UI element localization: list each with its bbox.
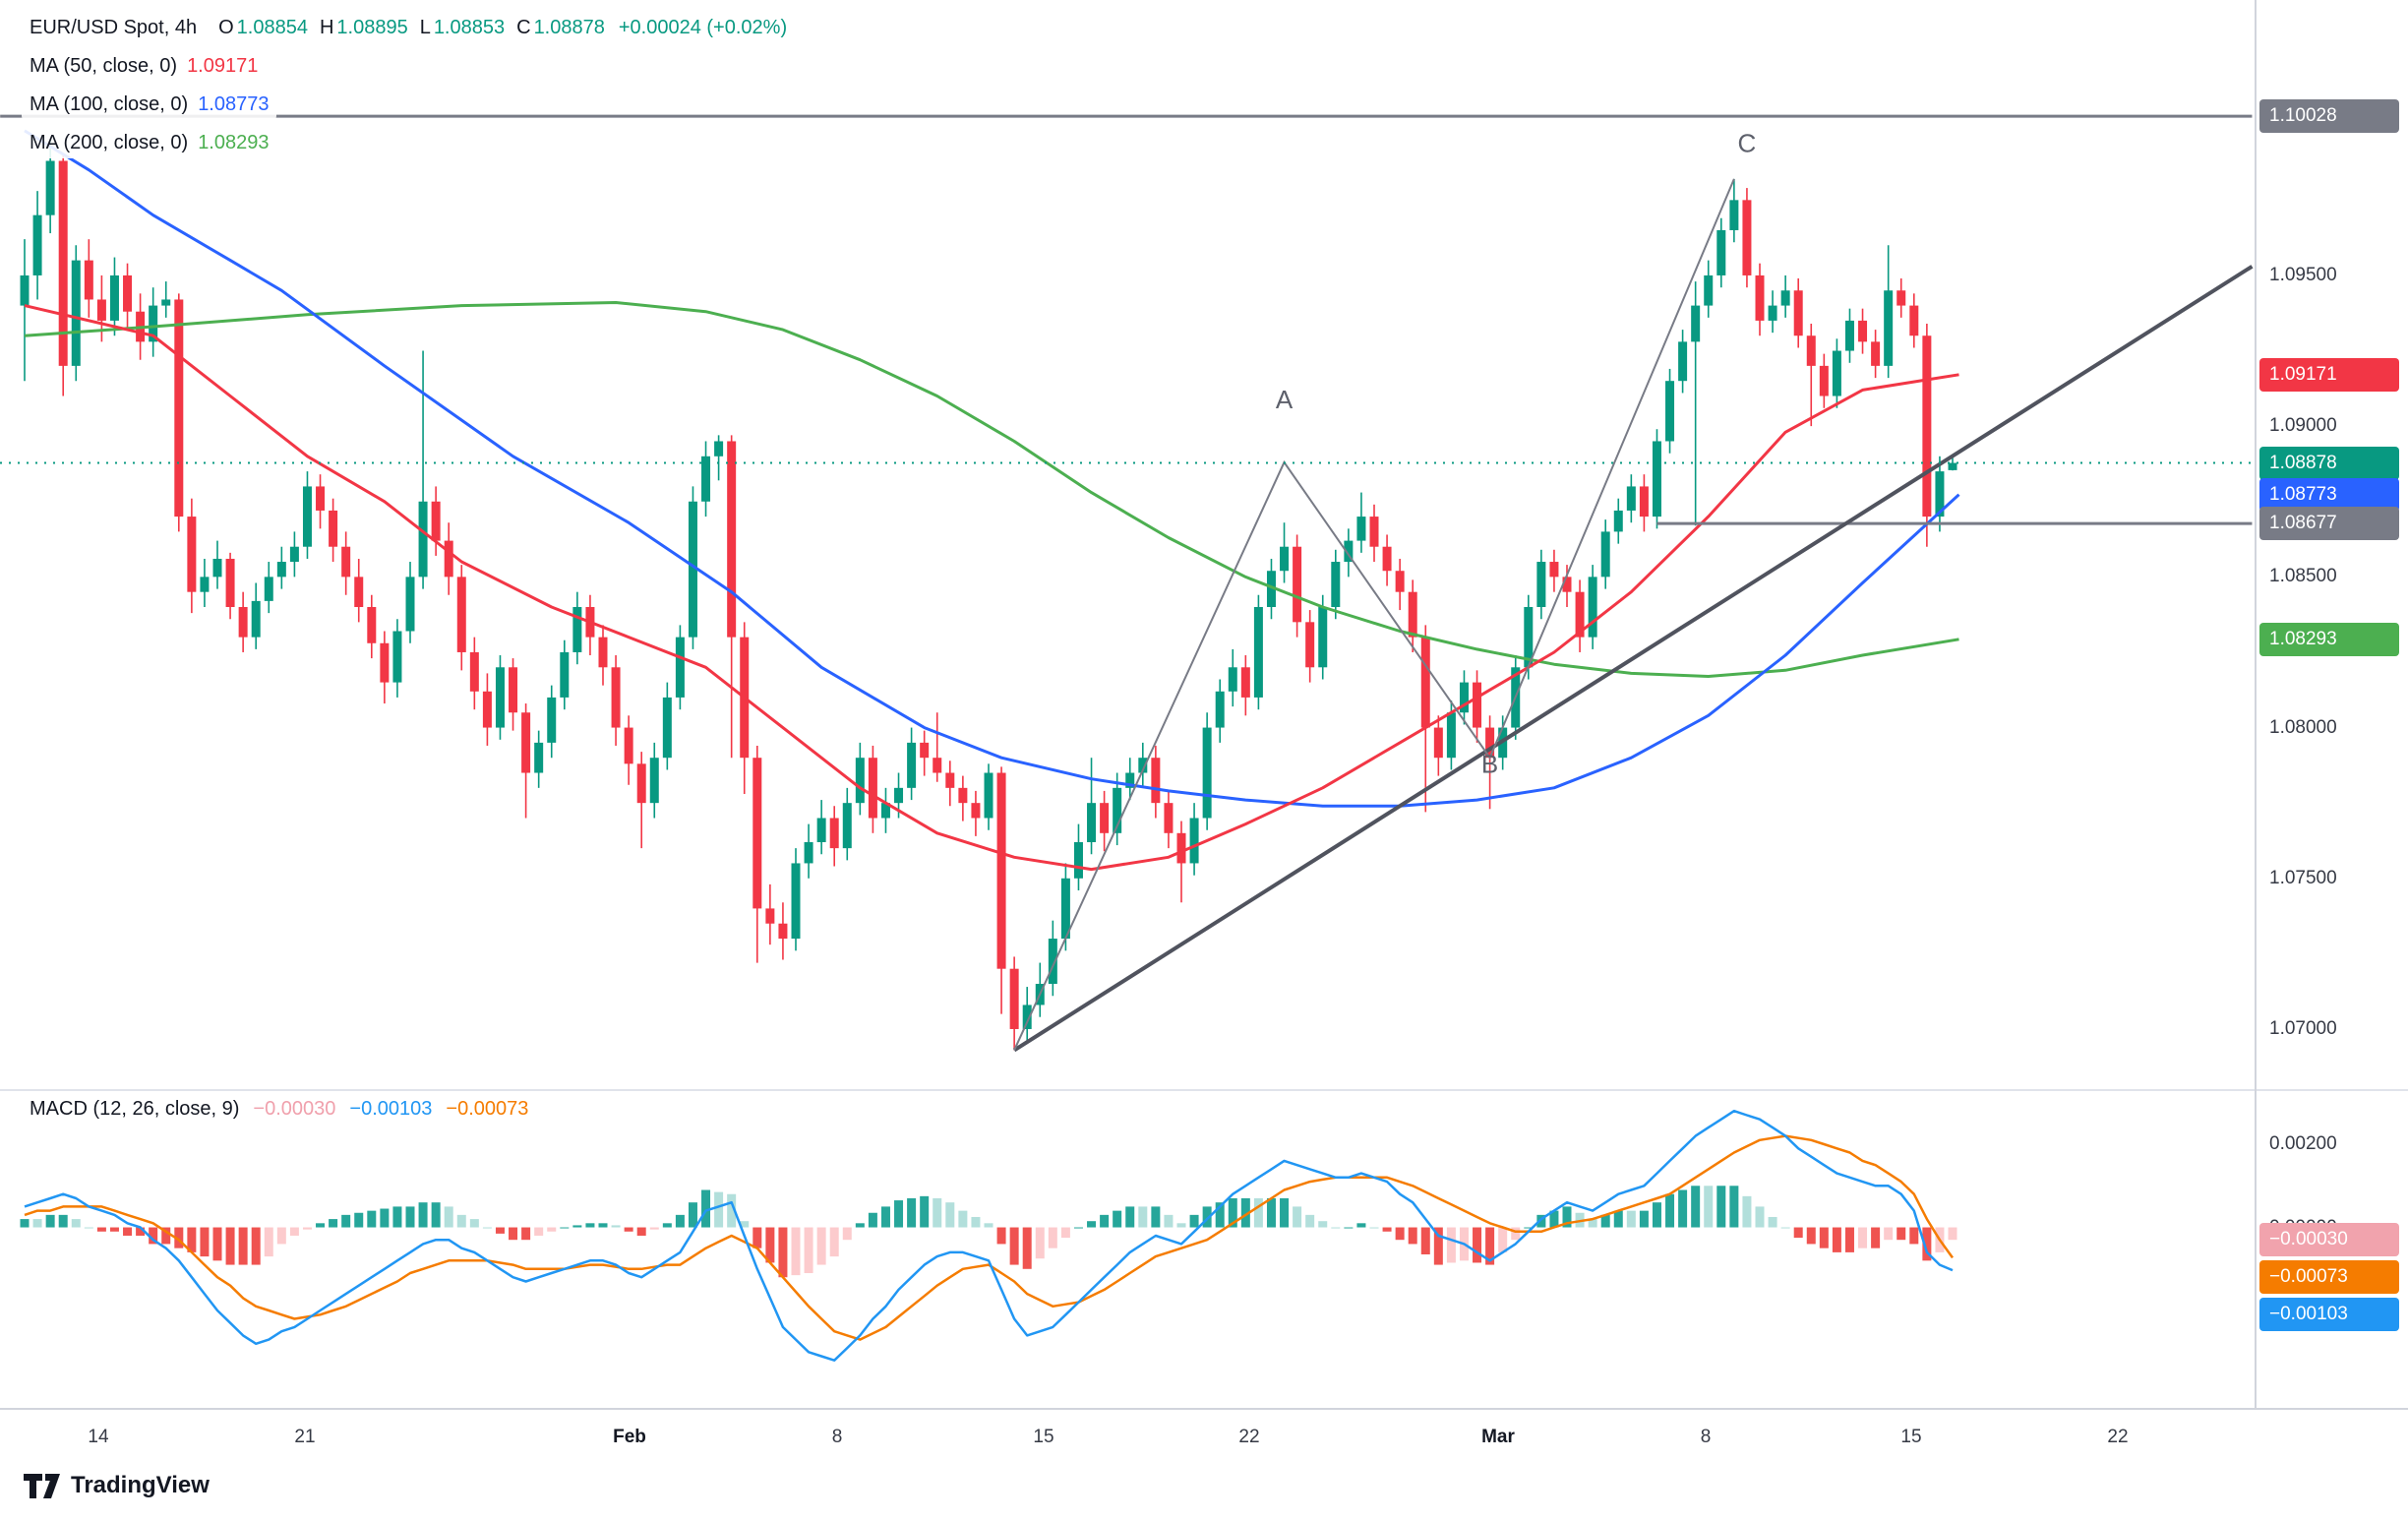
low-value: 1.08853: [433, 17, 506, 38]
macd-badge-−0.00073: −0.00073: [2259, 1260, 2399, 1295]
price-badge-1.09171: 1.09171: [2259, 357, 2399, 392]
price-tick-1.09000: 1.09000: [2269, 415, 2337, 437]
brand-text: TradingView: [71, 1472, 210, 1498]
ma50-legend-row[interactable]: MA (50, close, 0) 1.09171: [22, 50, 267, 82]
time-tick-22: 22: [1238, 1427, 1260, 1447]
high-value: 1.08895: [336, 17, 408, 38]
price-badge-1.10028: 1.10028: [2259, 99, 2399, 134]
candles-layer[interactable]: [20, 140, 1957, 1051]
time-tick-14: 14: [88, 1427, 109, 1447]
macd-legend-row[interactable]: MACD (12, 26, close, 9) −0.00030 −0.0010…: [22, 1094, 537, 1125]
macd-badge-−0.00103: −0.00103: [2259, 1298, 2399, 1332]
price-tick-1.08500: 1.08500: [2269, 566, 2337, 587]
tradingview-logo-icon: [24, 1473, 60, 1498]
time-tick-15: 15: [1900, 1427, 1922, 1447]
macd-line-value: −0.00103: [349, 1098, 433, 1120]
ma100-legend-row[interactable]: MA (100, close, 0) 1.08773: [22, 89, 277, 120]
close-label: C: [516, 17, 531, 38]
annotation-label-A[interactable]: A: [1276, 385, 1294, 414]
macd-tick-0.00200: 0.00200: [2269, 1133, 2337, 1155]
ma50-value: 1.09171: [187, 55, 259, 77]
low-label: L: [419, 17, 431, 38]
time-tick-Mar: Mar: [1481, 1427, 1515, 1447]
annotation-label-C[interactable]: C: [1738, 128, 1757, 157]
macd-signal-value: −0.00073: [446, 1098, 529, 1120]
ma200-label: MA (200, close, 0): [30, 132, 189, 153]
macd-signal-line[interactable]: [24, 1134, 1955, 1341]
close-value: 1.08878: [533, 17, 605, 38]
annotation-label-B[interactable]: B: [1481, 750, 1498, 779]
time-axis[interactable]: 14 21 Feb 8 15 22 Mar 8 15 22: [0, 1409, 2408, 1478]
macd-badge-−0.00030: −0.00030: [2259, 1223, 2399, 1257]
time-tick-22: 22: [2107, 1427, 2129, 1447]
change-value: +0.00024 (+0.02%): [618, 17, 788, 38]
macd-histogram[interactable]: [20, 1186, 1957, 1278]
high-label: H: [319, 17, 334, 38]
price-tick-1.09500: 1.09500: [2269, 264, 2337, 285]
time-tick-Feb: Feb: [613, 1427, 646, 1447]
ma200-legend-row[interactable]: MA (200, close, 0) 1.08293: [22, 127, 277, 158]
price-badge-1.08773: 1.08773: [2259, 477, 2399, 512]
macd-hist-value: −0.00030: [253, 1098, 336, 1120]
time-tick-8: 8: [831, 1427, 843, 1447]
ma200-line[interactable]: [24, 301, 1959, 678]
macd-line[interactable]: [24, 1109, 1954, 1362]
symbol-title[interactable]: EUR/USD Spot, 4h: [30, 17, 198, 38]
time-tick-21: 21: [294, 1427, 316, 1447]
time-tick-15: 15: [1033, 1427, 1054, 1447]
symbol-row[interactable]: EUR/USD Spot, 4h O 1.08854 H 1.08895 L 1.08…: [22, 12, 796, 43]
time-tick-8: 8: [1700, 1427, 1712, 1447]
ma200-value: 1.08293: [198, 132, 270, 153]
ma100-label: MA (100, close, 0): [30, 93, 189, 115]
ma50-line[interactable]: [24, 304, 1959, 872]
macd-label: MACD (12, 26, close, 9): [30, 1098, 240, 1120]
price-tick-1.08000: 1.08000: [2269, 716, 2337, 738]
price-tick-1.07000: 1.07000: [2269, 1017, 2337, 1039]
open-label: O: [218, 17, 234, 38]
price-tick-1.07500: 1.07500: [2269, 867, 2337, 888]
price-badge-1.08878: 1.08878: [2259, 446, 2399, 480]
ma100-value: 1.08773: [198, 93, 270, 115]
tradingview-brand[interactable]: TradingView: [24, 1472, 210, 1499]
open-value: 1.08854: [236, 17, 308, 38]
ma100-line[interactable]: [24, 129, 1960, 808]
abc-zigzag-line[interactable]: [1013, 178, 1735, 1051]
ascending-trend-line[interactable]: [1013, 265, 2254, 1053]
price-axis[interactable]: 1.09500 1.09000 1.08500 1.08000 1.07500 1.070…: [2257, 0, 2408, 1409]
price-badge-1.08293: 1.08293: [2259, 622, 2399, 656]
symbol-legend: EUR/USD Spot, 4h O 1.08854 H 1.08895 L 1.08…: [22, 12, 796, 165]
price-badge-1.08677: 1.08677: [2259, 507, 2399, 541]
ma50-label: MA (50, close, 0): [30, 55, 178, 77]
